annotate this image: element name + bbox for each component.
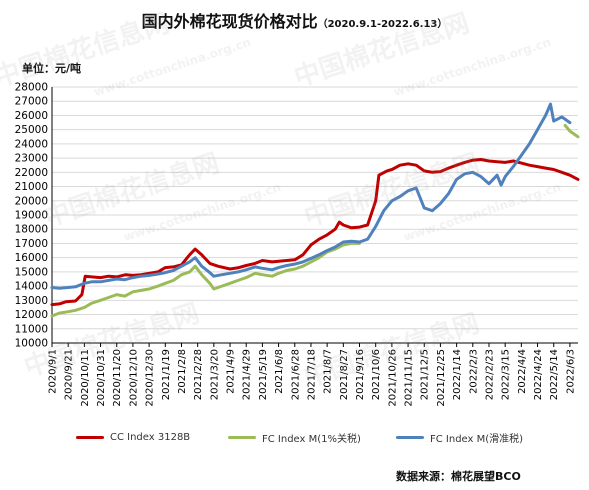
y-tick-label: 13000 (15, 295, 48, 307)
x-tick-label: 2020/10/11 (80, 349, 91, 407)
y-tick-label: 19000 (15, 210, 48, 222)
y-tick-label: 20000 (15, 195, 48, 207)
y-tick-label: 22000 (15, 167, 48, 179)
series-line-fcs (50, 102, 572, 290)
x-tick-label: 2022/1/14 (452, 349, 463, 400)
y-tick-label: 27000 (15, 96, 48, 108)
legend-swatch-fcs (396, 435, 424, 439)
chart-title-main: 国内外棉花现货价格对比 (141, 12, 318, 31)
x-tick-label: 2021/1/19 (161, 349, 172, 400)
legend-item-cc: CC Index 3128B (76, 430, 190, 444)
x-tick-label: 2022/4/4 (517, 349, 528, 394)
series-line-fc1 (50, 241, 361, 318)
x-tick-label: 2020/12/10 (128, 349, 139, 407)
legend-swatch-cc (76, 435, 104, 439)
unit-label: 单位：元/吨 (22, 62, 82, 75)
y-tick-label: 14000 (15, 281, 48, 293)
x-tick-label: 2022/3/15 (501, 349, 512, 400)
x-tick-label: 2021/3/20 (209, 349, 220, 400)
data-source: 数据来源：棉花展望BCO (396, 470, 521, 483)
x-tick-label: 2021/5/19 (258, 349, 269, 400)
y-tick-label: 24000 (15, 138, 48, 150)
x-tick-label: 2021/11/15 (404, 349, 415, 407)
y-tick-label: 17000 (15, 238, 48, 250)
legend-item-fc1: FC Index M(1%关税) (228, 430, 361, 445)
x-tick-label: 2022/2/23 (484, 349, 495, 400)
x-tick-label: 2021/2/8 (177, 349, 188, 394)
x-tick-label: 2020/9/1 (48, 349, 59, 394)
x-tick-label: 2022/5/14 (549, 349, 560, 400)
y-tick-label: 18000 (15, 224, 48, 236)
legend-label-cc: CC Index 3128B (110, 431, 191, 443)
x-tick-label: 2021/10/26 (387, 349, 398, 407)
series-line-cc (50, 158, 580, 307)
x-tick-label: 2021/2/28 (193, 349, 204, 400)
y-tick-label: 21000 (15, 181, 48, 193)
legend-label-fcs: FC Index M(滑准税) (430, 433, 524, 445)
x-tick-label: 2021/12/5 (420, 349, 431, 400)
x-tick-label: 2021/4/29 (242, 349, 253, 400)
chart-title: 国内外棉花现货价格对比（2020.9.1-2022.6.13） (0, 8, 589, 32)
x-tick-label: 2020/11/20 (112, 349, 123, 407)
y-tick-label: 28000 (15, 82, 48, 94)
x-tick-label: 2022/4/24 (533, 349, 544, 400)
x-tick-label: 2022/2/3 (468, 349, 479, 394)
x-tick-label: 2020/10/31 (96, 349, 107, 407)
y-tick-label: 15000 (15, 266, 48, 278)
y-tick-label: 10000 (15, 338, 48, 350)
legend-label-fc1: FC Index M(1%关税) (262, 433, 361, 445)
y-tick-label: 11000 (15, 323, 48, 335)
x-tick-label: 2021/8/27 (339, 349, 350, 400)
y-tick-label: 25000 (15, 124, 48, 136)
y-tick-label: 12000 (15, 309, 48, 321)
x-tick-label: 2021/4/9 (226, 349, 237, 394)
x-tick-label: 2021/9/16 (355, 349, 366, 400)
y-tick-label: 16000 (15, 252, 48, 264)
x-tick-label: 2020/9/21 (64, 349, 75, 400)
y-tick-label: 26000 (15, 110, 48, 122)
series-line-fc1b (563, 123, 580, 139)
legend-swatch-fc1 (228, 435, 256, 439)
y-tick-label: 23000 (15, 153, 48, 165)
x-tick-label: 2021/6/28 (290, 349, 301, 400)
x-tick-label: 2021/12/25 (436, 349, 447, 407)
x-tick-label: 2021/10/6 (371, 349, 382, 400)
x-tick-label: 2021/8/7 (323, 349, 334, 394)
x-tick-label: 2020/12/30 (145, 349, 156, 407)
x-tick-label: 2022/6/3 (565, 349, 576, 394)
x-tick-label: 2021/7/18 (306, 349, 317, 400)
legend-item-fcs: FC Index M(滑准税) (396, 430, 524, 445)
chart-subtitle: （2020.9.1-2022.6.13） (317, 19, 448, 30)
x-tick-label: 2021/6/8 (274, 349, 285, 394)
